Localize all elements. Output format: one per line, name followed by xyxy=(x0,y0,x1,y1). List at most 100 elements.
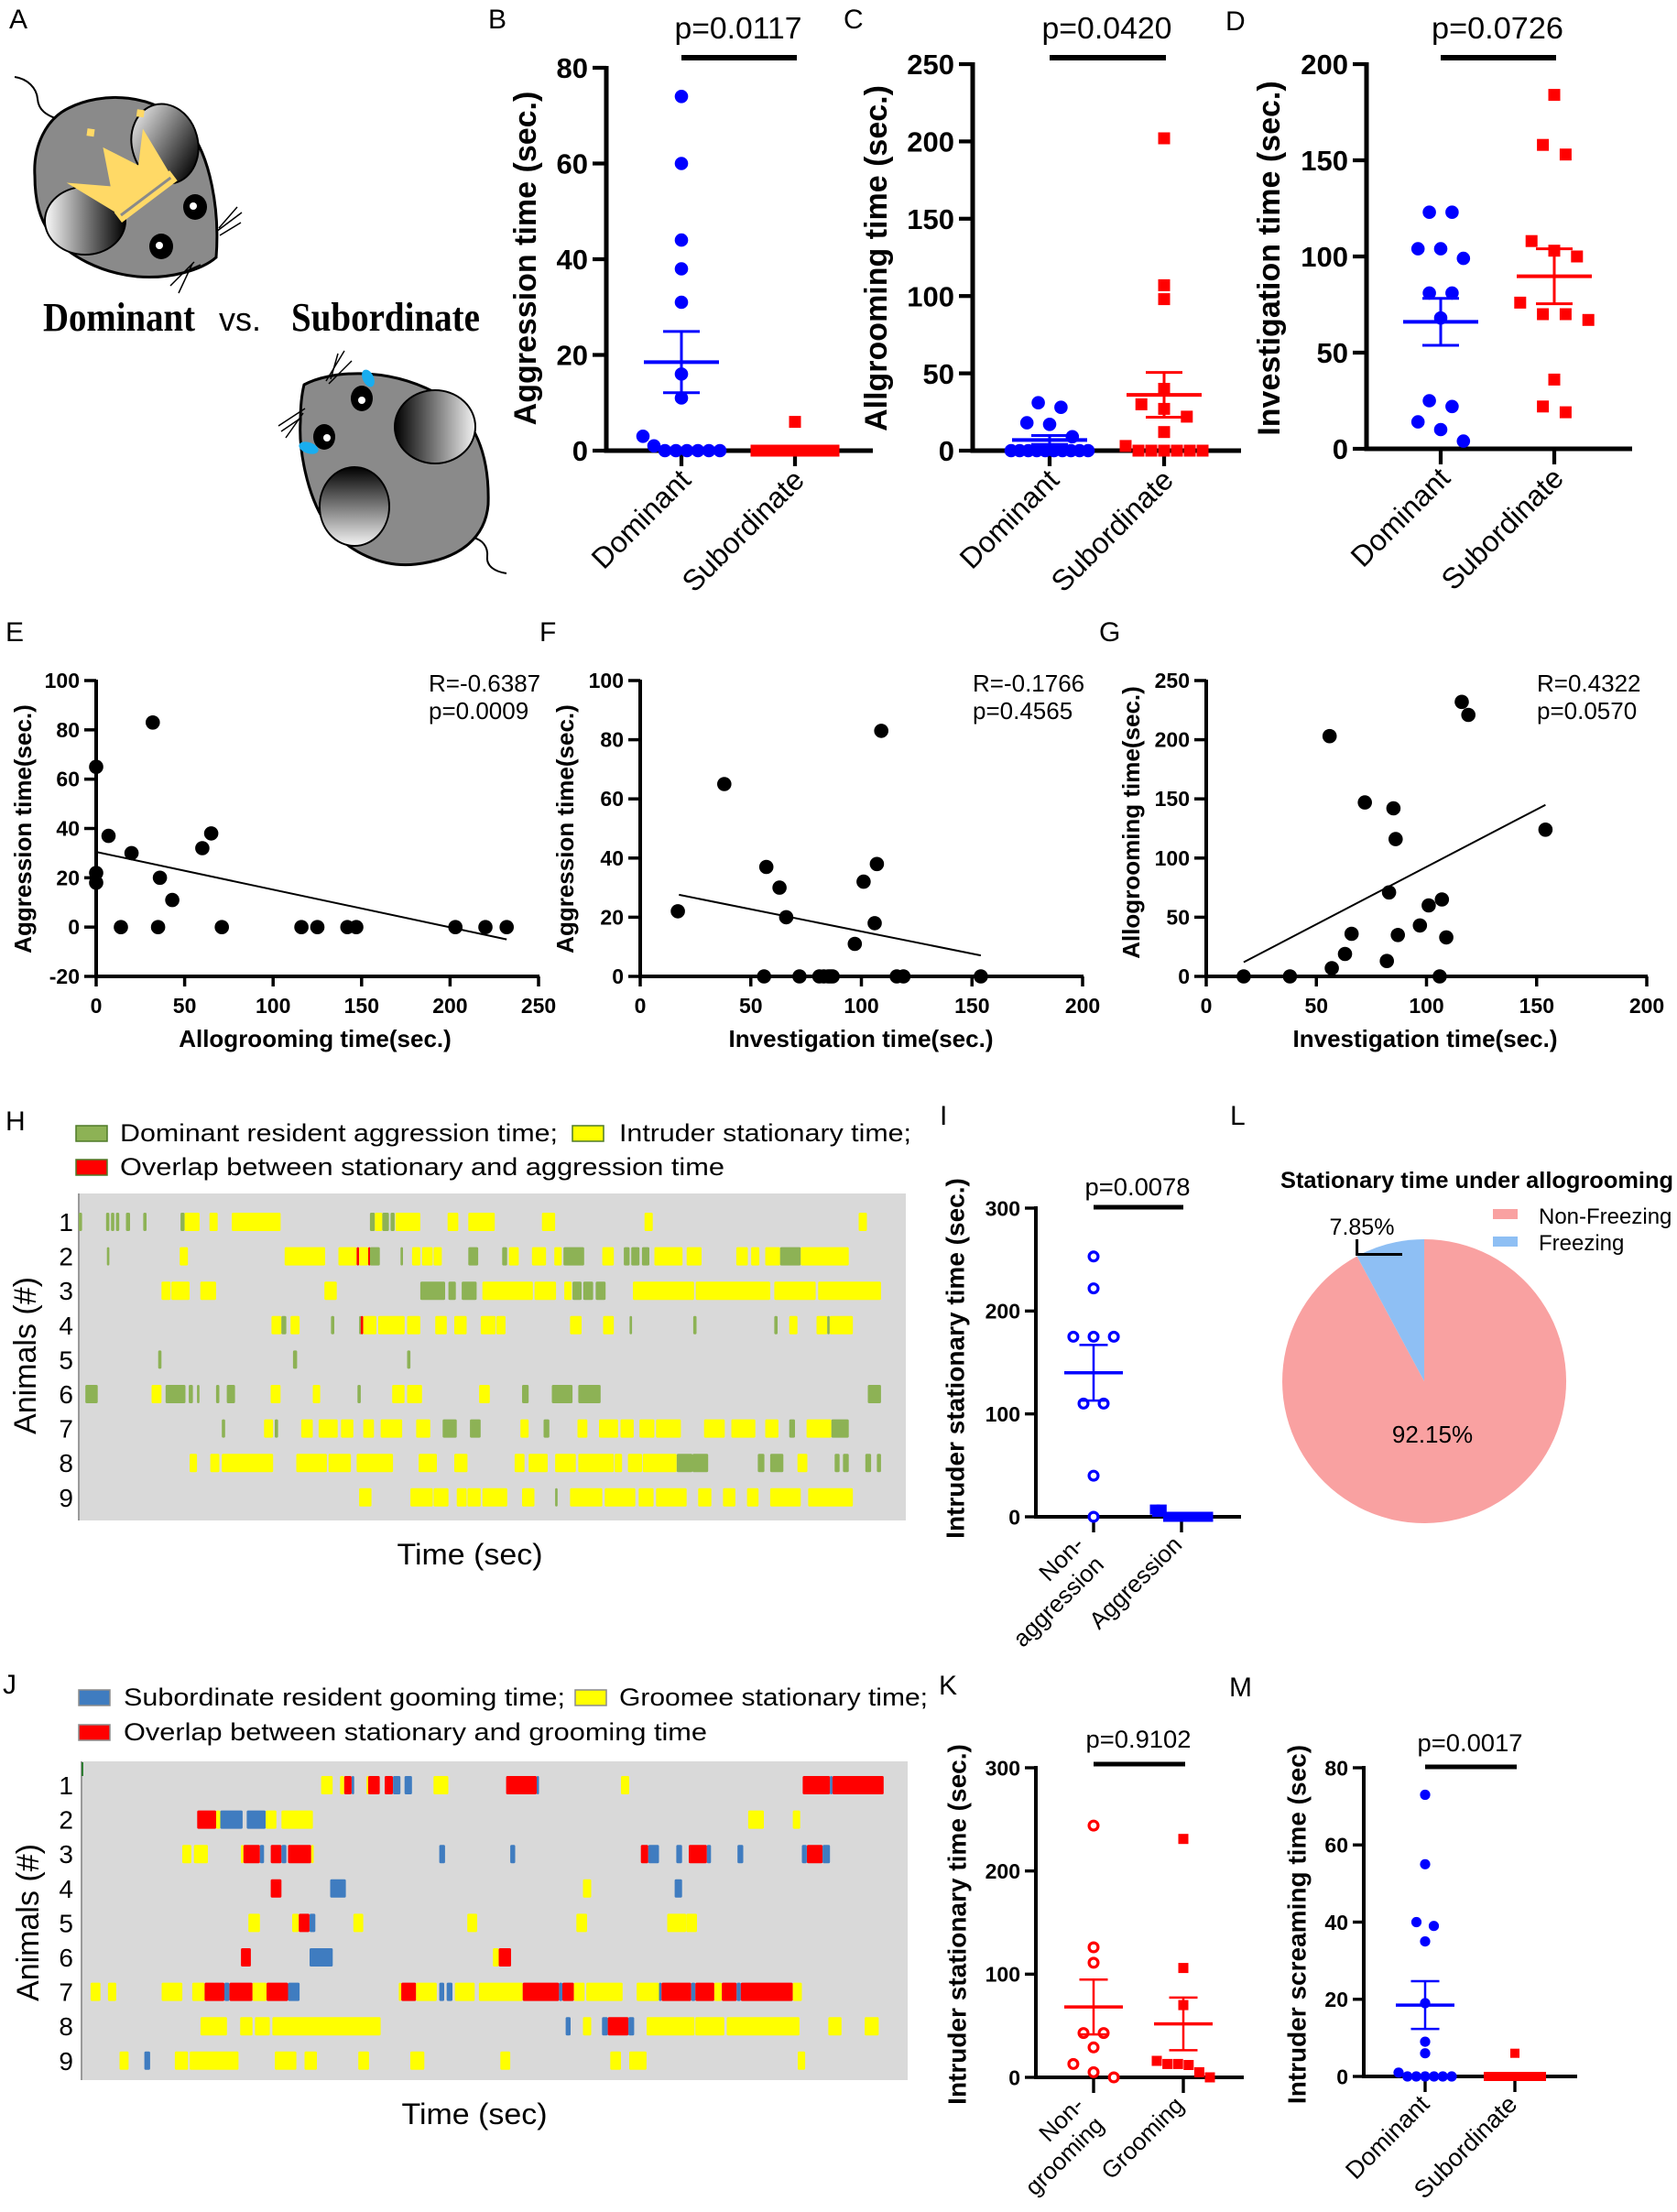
event-segment-stat xyxy=(433,1487,449,1507)
animal-row xyxy=(197,1810,800,1829)
legend-label: Non-Freezing xyxy=(1539,1204,1672,1229)
data-point-square xyxy=(1156,1504,1167,1515)
x-category-label: Dominant xyxy=(953,463,1065,574)
x-axis-title: Investigation time(sec.) xyxy=(729,1025,994,1052)
event-segment-stat xyxy=(808,1487,854,1507)
event-segment-stat xyxy=(363,1315,376,1335)
data-point xyxy=(1454,694,1469,710)
animal-row xyxy=(106,1247,849,1266)
y-tick-label: 200 xyxy=(1155,728,1190,752)
event-segment-stat xyxy=(359,1487,372,1507)
legend-swatch-groom xyxy=(78,1689,111,1706)
crown-jewel xyxy=(86,128,95,137)
event-segment-stat xyxy=(341,1419,354,1438)
data-point-open-circle xyxy=(1087,2041,1100,2054)
y-tick-label: 40 xyxy=(1324,1911,1348,1934)
event-segment-stat xyxy=(746,1487,759,1507)
event-segment-agg xyxy=(369,1213,376,1231)
event-segment-agg xyxy=(448,1281,456,1301)
event-segment-stat xyxy=(290,1315,300,1335)
event-segment-agg xyxy=(877,1454,881,1473)
legend-label-ovl: Overlap between stationary and aggressio… xyxy=(120,1153,724,1181)
event-segment-stat xyxy=(281,1810,313,1829)
y-axis-title: Allogrooming time(sec.) xyxy=(1117,686,1145,959)
data-point-square xyxy=(1158,278,1171,291)
event-segment-stat xyxy=(829,1315,854,1335)
data-point-square xyxy=(1162,2058,1173,2069)
row-label: 7 xyxy=(59,1978,73,2007)
event-segment-ovl xyxy=(562,1982,574,2001)
data-point-square xyxy=(1178,1963,1189,1974)
data-point xyxy=(478,920,493,934)
y-tick-label: 0 xyxy=(1178,964,1190,988)
legend-swatch xyxy=(1493,1209,1518,1219)
row-label: 4 xyxy=(59,1875,73,1903)
data-point-circle xyxy=(674,157,689,170)
data-point-circle xyxy=(1402,2071,1413,2082)
event-segment-stat xyxy=(241,1845,244,1864)
event-segment-stat xyxy=(583,1879,592,1898)
x-category-label-line: Subordinate xyxy=(675,463,810,597)
y-tick-label: 0 xyxy=(1008,2065,1020,2089)
event-segment-agg xyxy=(583,1281,593,1301)
data-point xyxy=(1388,832,1403,846)
data-point xyxy=(1324,961,1339,975)
event-segment-stat xyxy=(359,1247,368,1266)
animal-row xyxy=(90,1982,802,2001)
data-point-circle xyxy=(658,443,672,458)
data-point-open-circle xyxy=(1087,1282,1100,1295)
mouse-eye-highlight xyxy=(323,434,331,441)
event-segment-groom xyxy=(510,1845,516,1864)
data-point-circle xyxy=(1456,434,1471,448)
event-segment-stat xyxy=(621,1776,629,1794)
animal-row xyxy=(161,1281,881,1301)
x-category-label-line: Subordinate xyxy=(1434,461,1569,595)
event-segment-stat xyxy=(522,1487,535,1507)
legend-swatch-stat xyxy=(574,1689,607,1706)
data-point-square xyxy=(1132,444,1145,457)
y-tick-label: -20 xyxy=(49,964,80,988)
event-segment-groom xyxy=(736,1982,741,2001)
event-segment-stat xyxy=(642,1454,677,1473)
event-segment-groom xyxy=(602,2017,608,2036)
event-segment-ovl xyxy=(204,1982,224,2001)
event-segment-stat xyxy=(377,1315,405,1335)
event-segment-agg xyxy=(407,1350,411,1369)
event-segment-stat xyxy=(338,1247,357,1266)
data-point xyxy=(896,969,911,984)
event-segment-stat xyxy=(528,1454,548,1473)
y-axis-title: Investigation time (sec.) xyxy=(1252,81,1287,435)
data-point-open-circle xyxy=(1067,2057,1080,2070)
data-point-circle xyxy=(674,391,689,405)
event-segment-stat xyxy=(193,1845,208,1864)
data-point-circle xyxy=(1420,1789,1431,1801)
versus-label: vs. xyxy=(219,300,261,338)
panel-label-b: B xyxy=(488,5,506,35)
x-tick-label: 150 xyxy=(1519,994,1554,1018)
y-tick-label: 200 xyxy=(986,1300,1020,1324)
dominant-label: Dominant xyxy=(43,295,195,340)
data-point-circle xyxy=(1422,286,1436,300)
event-segment-ovl xyxy=(607,2017,629,2036)
event-segment-stat xyxy=(797,1454,808,1473)
event-segment-groom xyxy=(288,1982,300,2001)
p-value-label: p=0.0017 xyxy=(1418,1729,1523,1757)
event-segment-agg xyxy=(692,1315,697,1335)
data-point-circle xyxy=(1420,2071,1431,2082)
event-segment-agg xyxy=(106,1247,110,1266)
event-segment-ovl xyxy=(740,1982,793,2001)
event-segment-stat xyxy=(454,1982,475,2001)
event-segment-stat xyxy=(620,1419,634,1438)
series-non-aggression xyxy=(1064,1250,1123,1523)
event-segment-stat xyxy=(300,1419,313,1438)
event-segment-groom xyxy=(446,1982,452,2001)
data-point-open-circle xyxy=(1087,1469,1100,1482)
animal-row xyxy=(182,1845,831,1864)
event-segment-agg xyxy=(419,1281,445,1301)
data-point-circle xyxy=(1420,2036,1431,2047)
event-segment-stat xyxy=(816,1315,828,1335)
event-segment-stat xyxy=(182,1845,191,1864)
event-segment-stat xyxy=(639,1419,655,1438)
x-axis-title: Investigation time(sec.) xyxy=(1293,1025,1558,1052)
event-segment-stat xyxy=(468,1213,495,1231)
